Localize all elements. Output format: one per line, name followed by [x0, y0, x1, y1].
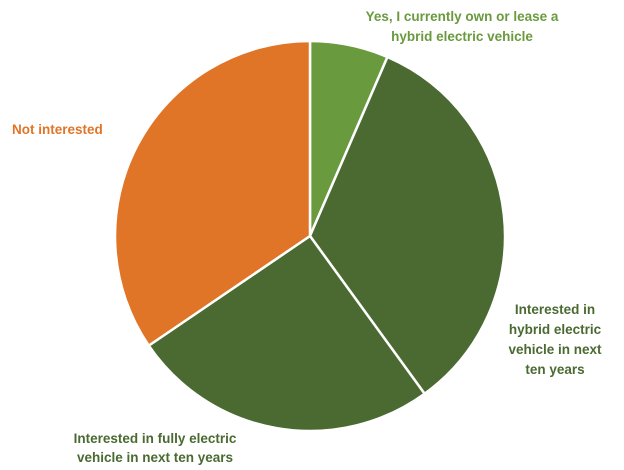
pie-slice-label-4: Not interested [12, 122, 103, 137]
pie-slice-label-line: Interested in [515, 302, 595, 317]
pie-slice-label-line: vehicle in next [508, 342, 602, 357]
pie-slice-label-line: Interested in fully electric [74, 431, 237, 446]
pie-slice-label-1: Yes, I currently own or lease a hybrid el… [366, 9, 559, 44]
pie-slices [113, 39, 507, 433]
pie-slice-label-line: hybrid electric vehicle [391, 29, 533, 44]
pie-slice-4 [113, 39, 312, 347]
pie-slice-label-line: vehicle in next ten years [77, 450, 233, 465]
pie-slice-label-line: hybrid electric [509, 322, 602, 337]
pie-slice-label-3: Interested in fully electric vehicle in n… [74, 431, 237, 465]
pie-slice-label-line: ten years [525, 362, 584, 377]
pie-slice-label-line: Yes, I currently own or lease a [366, 9, 559, 24]
pie-slice-3 [147, 234, 426, 433]
pie-labels: Yes, I currently own or lease a hybrid el… [12, 9, 602, 465]
pie-slice-label-2: Interested in hybrid electric vehicle in n… [508, 302, 602, 377]
pie-slice-2 [308, 55, 507, 396]
pie-slice-label-line: Not interested [12, 122, 103, 137]
